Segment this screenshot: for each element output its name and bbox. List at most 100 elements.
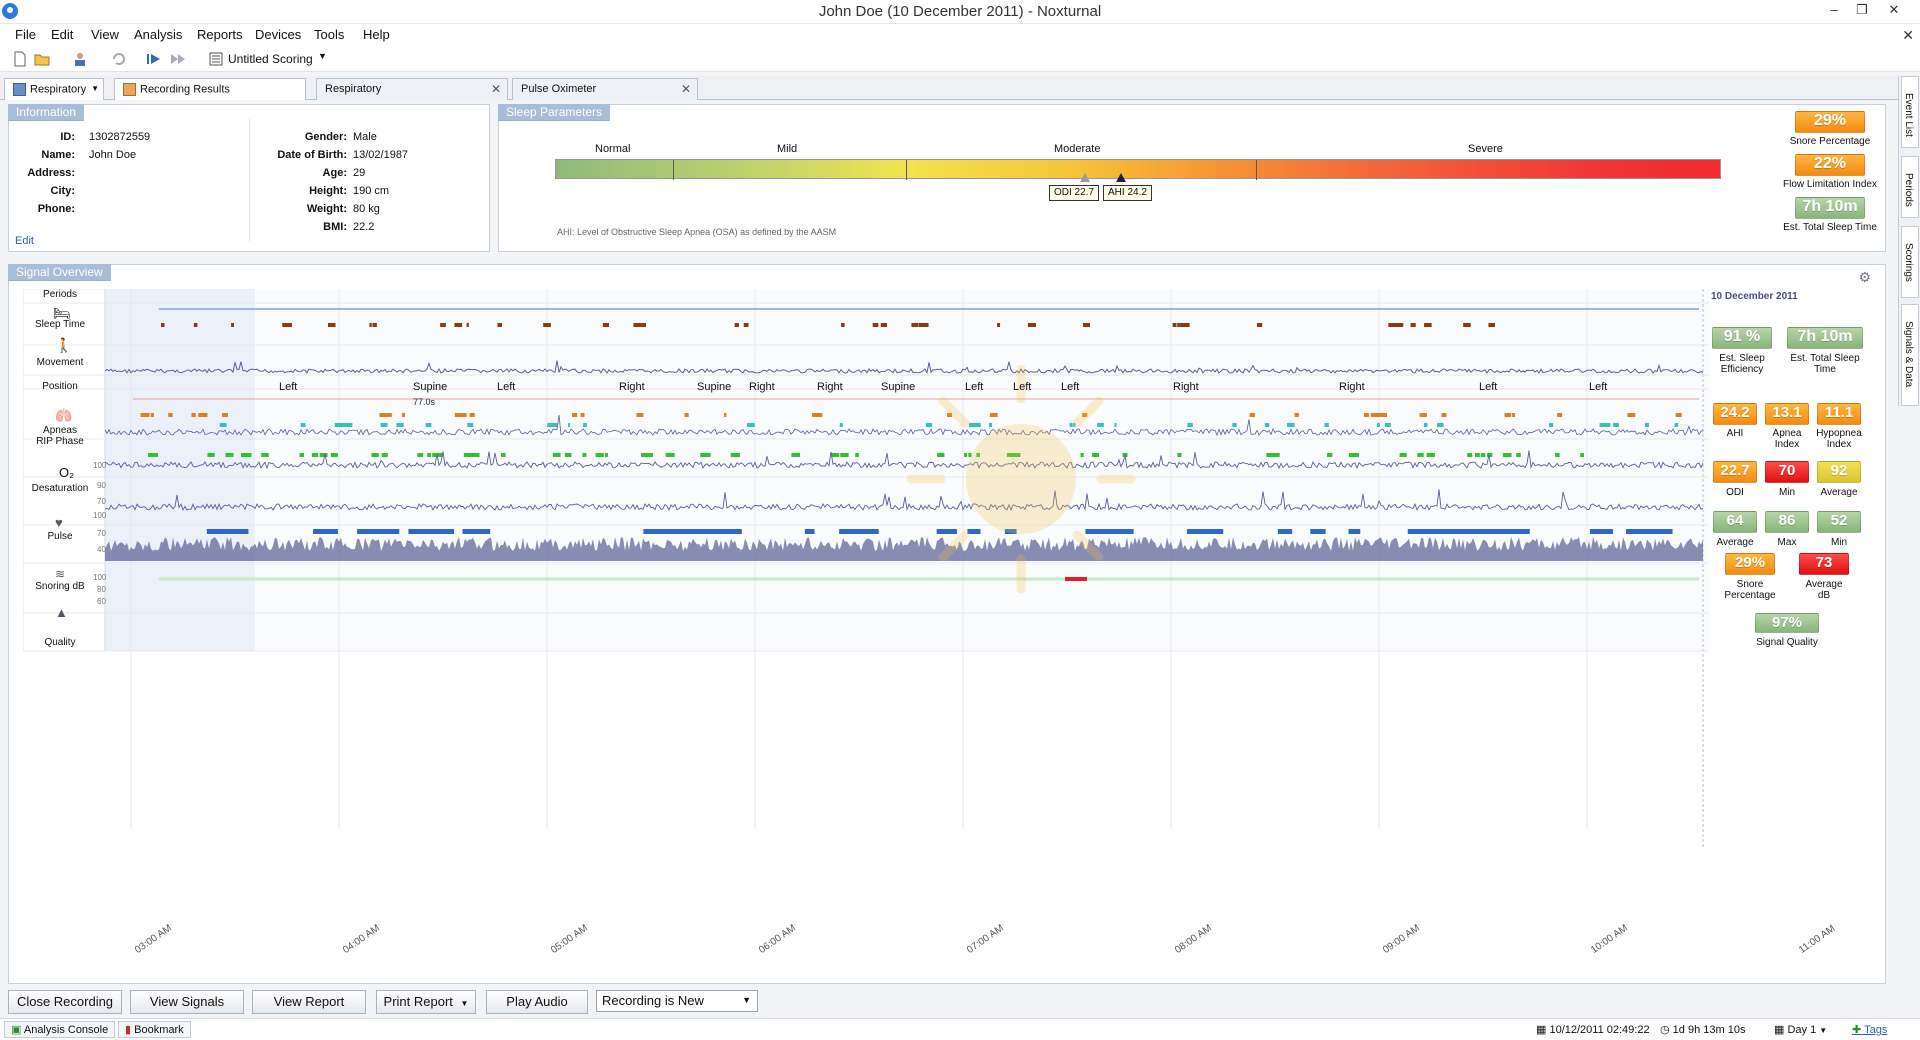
view-report-button[interactable]: View Report <box>252 990 366 1014</box>
recording-status-select[interactable]: Recording is New ▼ <box>596 990 758 1012</box>
apnea-mark <box>342 423 348 427</box>
snore-mark <box>1486 529 1506 534</box>
apnea-mark <box>839 423 843 427</box>
desat-mark <box>964 453 968 457</box>
sleep-parameters-panel: Sleep Parameters Normal Mild Moderate Se… <box>498 104 1886 252</box>
calendar-icon: ▦ <box>1536 1024 1547 1036</box>
tab-recording-results[interactable]: Recording Results <box>114 78 306 100</box>
menu-reports[interactable]: Reports <box>197 27 243 42</box>
row-label-desaturation: Desaturation <box>31 483 89 494</box>
tab-respiratory[interactable]: Respiratory ✕ <box>316 78 508 100</box>
desat-mark <box>207 453 215 457</box>
close-tab-icon[interactable]: ✕ <box>680 82 691 96</box>
desat-mark <box>855 453 859 457</box>
edit-link[interactable]: Edit <box>15 235 34 247</box>
scoring-dropdown[interactable]: Untitled Scoring <box>228 52 313 66</box>
snore-mark <box>206 529 249 534</box>
menu-edit[interactable]: Edit <box>51 27 74 42</box>
desat-mark <box>311 453 319 457</box>
row-label-apneas: Apneas RIP Phase <box>36 425 84 447</box>
snore-mark <box>1277 529 1293 534</box>
menu-tools[interactable]: Tools <box>314 27 345 42</box>
total-sleep-time-badge: 7h 10m <box>1787 327 1863 349</box>
panel-title: Signal Overview <box>8 264 111 281</box>
age-label: Age: <box>322 167 347 179</box>
sleep-event-mark <box>911 323 919 327</box>
close-document-icon[interactable]: ✕ <box>1902 27 1914 43</box>
snore-mark <box>357 529 400 534</box>
tags-link[interactable]: ✚ Tags <box>1852 1023 1887 1036</box>
dock-tab-periods[interactable]: Periods <box>1901 156 1919 218</box>
menu-devices[interactable]: Devices <box>255 27 302 42</box>
dock-tab-signals-data[interactable]: Signals & Data <box>1901 304 1919 406</box>
analysis-console-button[interactable]: ▣ Analysis Console <box>4 1021 116 1038</box>
hypopnea-index-label: Hypopnea Index <box>1816 428 1862 450</box>
position-label: Left <box>965 381 984 393</box>
time-axis-label: 09:00 AM <box>1381 922 1422 957</box>
menu-help[interactable]: Help <box>363 27 390 42</box>
status-bar: ▣ Analysis Console ▮ Bookmark ▦ 10/12/20… <box>0 1018 1920 1040</box>
apnea-mark <box>1606 423 1611 427</box>
apnea-mark <box>454 413 462 417</box>
dock-tab-event-list[interactable]: Event List <box>1901 76 1919 148</box>
total-sleep-time-label: Est. Total Sleep Time <box>1790 353 1860 375</box>
menu-file[interactable]: File <box>15 27 36 42</box>
play-icon[interactable] <box>146 51 162 67</box>
settings-gear-icon[interactable]: ⚙ <box>1858 269 1871 285</box>
chevron-down-icon[interactable]: ▼ <box>318 51 327 61</box>
tab-pulse-oximeter[interactable]: Pulse Oximeter ✕ <box>512 78 698 100</box>
new-file-icon[interactable] <box>12 51 28 67</box>
fast-forward-icon[interactable] <box>170 51 186 67</box>
time-axis-label: 08:00 AM <box>1173 922 1214 957</box>
apnea-mark <box>547 423 556 427</box>
dock-tab-scorings[interactable]: Scorings <box>1901 226 1919 298</box>
day-selector[interactable]: ▦ Day 1 ▼ <box>1774 1023 1827 1036</box>
pulse-min-badge: 52 <box>1817 511 1861 533</box>
time-axis-label: 03:00 AM <box>133 922 174 957</box>
menu-view[interactable]: View <box>91 27 119 42</box>
restore-icon[interactable]: ❐ <box>1856 2 1868 17</box>
view-signals-button[interactable]: View Signals <box>130 990 244 1014</box>
desat-mark <box>242 453 252 457</box>
row-label-position: Position <box>42 381 78 392</box>
close-window-icon[interactable]: ✕ <box>1888 2 1900 17</box>
menu-analysis[interactable]: Analysis <box>134 27 183 42</box>
play-audio-button[interactable]: Play Audio <box>486 990 588 1014</box>
position-label: Supine <box>413 381 448 393</box>
open-folder-icon[interactable] <box>34 51 50 67</box>
duration-field: ◷ 1d 9h 13m 10s <box>1660 1023 1745 1036</box>
tab-label: Recording Results <box>140 83 230 96</box>
calendar-icon: ▦ <box>1774 1024 1785 1036</box>
desat-mark <box>463 453 470 457</box>
bookmark-button[interactable]: ▮ Bookmark <box>118 1021 191 1038</box>
close-recording-button[interactable]: Close Recording <box>8 990 122 1014</box>
position-label: Left <box>1589 381 1608 393</box>
undo-icon[interactable] <box>110 51 126 67</box>
print-report-button[interactable]: Print Report ▼ <box>376 990 476 1014</box>
desat-mark <box>1480 453 1486 457</box>
apnea-mark <box>334 423 341 427</box>
weight-label: Weight: <box>306 203 347 215</box>
signal-overview-chart[interactable] <box>23 289 1709 909</box>
desat-mark <box>1273 453 1280 457</box>
desat-mark <box>427 453 432 457</box>
apnea-mark <box>925 423 933 427</box>
workspace-selector[interactable]: Respiratory ▼ <box>4 78 104 100</box>
snore-mark <box>936 529 957 534</box>
apnea-mark <box>1286 423 1292 427</box>
scoring-icon <box>209 52 223 66</box>
desat-mark <box>702 453 711 457</box>
panel-title: Sleep Parameters <box>498 104 611 121</box>
time-axis-label: 06:00 AM <box>757 922 798 957</box>
close-tab-icon[interactable]: ✕ <box>490 82 501 96</box>
odi-label: ODI <box>1726 487 1744 498</box>
id-label: ID: <box>60 131 75 143</box>
patient-icon[interactable] <box>72 51 88 67</box>
minimize-icon[interactable]: – <box>1830 2 1838 17</box>
apnea-mark <box>379 413 387 417</box>
apnea-mark <box>1384 413 1387 417</box>
apnea-mark <box>1366 413 1370 417</box>
apnea-mark <box>1291 423 1295 427</box>
desat-mark <box>552 453 558 457</box>
snore-tick: 80 <box>97 585 106 594</box>
